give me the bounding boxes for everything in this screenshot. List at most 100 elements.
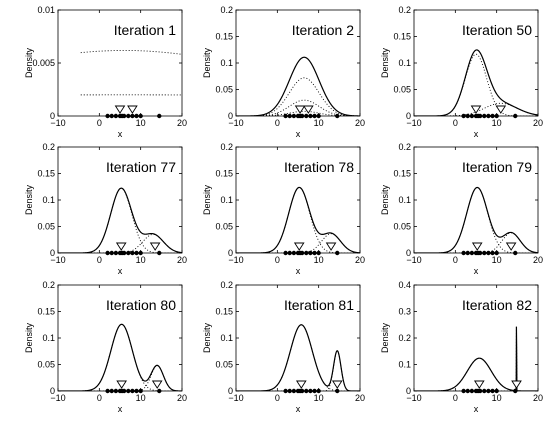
x-tick-label: 0 bbox=[453, 118, 458, 128]
data-point bbox=[138, 113, 143, 119]
mean-marker bbox=[505, 242, 517, 251]
panel-5: −10 0 10 20x00.050.10.150.2DensityIteration… bbox=[202, 142, 365, 276]
data-point bbox=[126, 113, 131, 119]
data-point bbox=[308, 113, 313, 119]
y-tick-label: 0.01 bbox=[37, 5, 55, 15]
component-density-2 bbox=[80, 50, 182, 55]
data-point bbox=[113, 250, 119, 256]
x-tick-label: 10 bbox=[492, 118, 502, 128]
data-point bbox=[482, 113, 487, 119]
y-tick-label: 0.1 bbox=[220, 333, 233, 343]
data-point bbox=[494, 113, 499, 119]
mean-marker bbox=[114, 105, 126, 114]
x-tick-label: 10 bbox=[492, 255, 502, 265]
data-point bbox=[304, 250, 309, 256]
panel-title: Iteration 2 bbox=[292, 22, 354, 38]
data-point bbox=[299, 388, 305, 394]
data-point bbox=[283, 113, 288, 119]
mean-marker bbox=[115, 242, 127, 251]
y-tick-label: 0.05 bbox=[393, 222, 411, 232]
mixture-density bbox=[414, 49, 538, 116]
mixture-density bbox=[236, 186, 360, 253]
data-point bbox=[312, 388, 317, 394]
data-point bbox=[130, 388, 135, 394]
data-point bbox=[109, 388, 114, 394]
mean-marker bbox=[331, 380, 343, 389]
x-tick-label: 10 bbox=[136, 118, 146, 128]
y-tick-label: 0.05 bbox=[215, 85, 233, 95]
curves bbox=[58, 187, 182, 253]
mean-marker bbox=[151, 380, 163, 389]
data-point bbox=[482, 388, 487, 394]
y-tick-label: 0 bbox=[406, 386, 411, 396]
y-tick-label: 0.1 bbox=[42, 333, 55, 343]
mean-marker bbox=[149, 242, 161, 251]
y-axis-label: Density bbox=[24, 322, 34, 353]
data-point bbox=[138, 388, 143, 394]
y-tick-label: 0.1 bbox=[398, 360, 411, 370]
data-point bbox=[513, 113, 518, 119]
curves bbox=[58, 323, 182, 391]
x-tick-label: 20 bbox=[355, 255, 365, 265]
y-tick-label: 0.2 bbox=[398, 142, 411, 152]
data-point bbox=[105, 388, 110, 394]
mixture-density bbox=[414, 186, 538, 253]
y-tick-label: 0 bbox=[406, 248, 411, 258]
data-point bbox=[335, 113, 340, 119]
panel-2: −10 0 10 20x00.050.10.150.2DensityIteration… bbox=[202, 5, 365, 139]
data-point bbox=[316, 388, 321, 394]
y-tick-label: 0.2 bbox=[220, 142, 233, 152]
panel-title: Iteration 78 bbox=[284, 159, 354, 175]
panel-8: −10 0 10 20x00.050.10.150.2DensityIteration… bbox=[202, 280, 365, 414]
data-point bbox=[291, 388, 297, 394]
mean-marker bbox=[294, 105, 306, 114]
data-point bbox=[461, 388, 466, 394]
x-tick-label: 0 bbox=[97, 255, 102, 265]
mean-marker bbox=[511, 380, 522, 389]
data-point bbox=[287, 113, 292, 119]
data-point bbox=[134, 113, 139, 119]
data-point bbox=[304, 388, 309, 394]
data-point bbox=[134, 250, 139, 256]
data-point bbox=[312, 113, 317, 119]
x-tick-label: −10 bbox=[50, 118, 65, 128]
data-point bbox=[287, 250, 292, 256]
y-tick-label: 0.2 bbox=[220, 280, 233, 290]
x-tick-label: 0 bbox=[275, 118, 280, 128]
x-tick-label: 20 bbox=[533, 118, 543, 128]
data-point bbox=[299, 113, 305, 119]
y-axis-label: Density bbox=[24, 184, 34, 215]
y-axis-label: Density bbox=[202, 322, 212, 353]
y-axis-label: Density bbox=[380, 47, 390, 78]
x-tick-label: 20 bbox=[177, 118, 187, 128]
y-tick-label: 0.2 bbox=[220, 5, 233, 15]
x-tick-label: −10 bbox=[228, 393, 243, 403]
y-tick-label: 0.2 bbox=[398, 333, 411, 343]
mean-marker bbox=[470, 105, 482, 114]
data-point bbox=[138, 250, 143, 256]
y-tick-label: 0.1 bbox=[220, 195, 233, 205]
x-axis-label: x bbox=[474, 404, 479, 414]
data-point bbox=[121, 113, 127, 119]
data-point bbox=[291, 250, 297, 256]
x-tick-label: 20 bbox=[355, 393, 365, 403]
x-tick-label: 10 bbox=[136, 393, 146, 403]
y-tick-label: 0.15 bbox=[393, 32, 411, 42]
curves bbox=[414, 186, 538, 253]
mean-marker bbox=[325, 242, 337, 251]
data-point bbox=[335, 250, 340, 256]
y-tick-label: 0.4 bbox=[398, 280, 411, 290]
x-tick-label: 20 bbox=[533, 255, 543, 265]
data-point bbox=[308, 250, 313, 256]
y-tick-label: 0.2 bbox=[398, 5, 411, 15]
x-axis-label: x bbox=[118, 404, 123, 414]
x-tick-label: −10 bbox=[406, 255, 421, 265]
x-tick-label: 10 bbox=[314, 255, 324, 265]
data-point bbox=[469, 388, 475, 394]
mean-marker bbox=[471, 242, 483, 251]
data-point bbox=[461, 113, 466, 119]
x-tick-label: 0 bbox=[97, 118, 102, 128]
data-point bbox=[486, 113, 491, 119]
